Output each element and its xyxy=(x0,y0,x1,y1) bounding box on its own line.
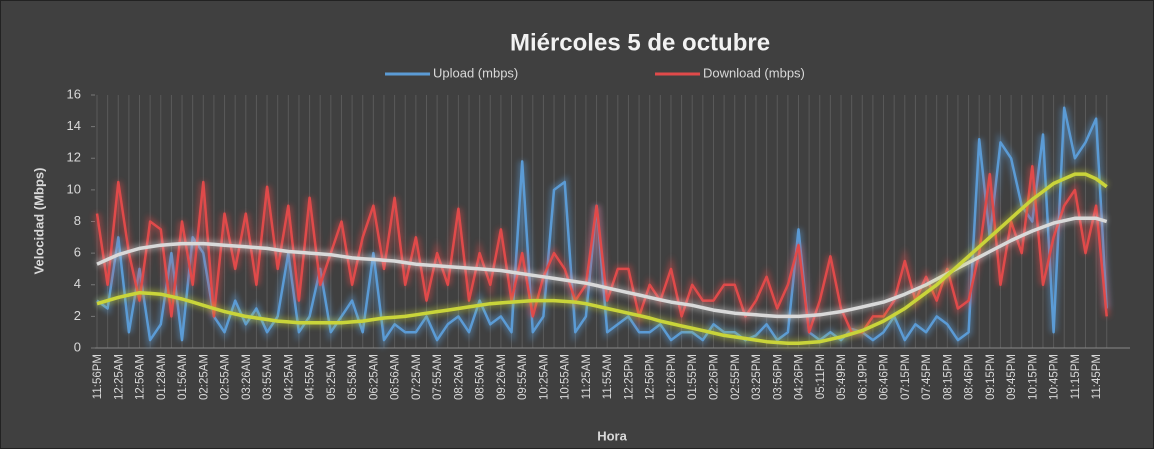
y-tick-label: 8 xyxy=(74,213,81,228)
y-tick-label: 14 xyxy=(67,118,81,133)
y-tick-label: 0 xyxy=(74,339,81,354)
y-axis-title: Velocidad (Mbps) xyxy=(31,168,46,275)
x-tick-label: 08:26AM xyxy=(453,354,465,400)
chart-title: Miércoles 5 de octubre xyxy=(510,29,770,56)
x-tick-label: 05:58AM xyxy=(347,354,359,400)
x-tick-label: 08:15PM xyxy=(942,354,954,400)
x-tick-label: 11:15PM xyxy=(1070,354,1082,399)
x-tick-label: 03:25PM xyxy=(751,354,763,400)
legend: Upload (mbps) Download (mbps) xyxy=(385,65,805,80)
x-tick-label: 07:15PM xyxy=(900,354,912,400)
x-tick-label: 04:25AM xyxy=(283,354,295,400)
x-tick-label: 01:56AM xyxy=(177,354,189,400)
x-tick-label: 06:56AM xyxy=(390,354,402,400)
x-tick-label: 10:55AM xyxy=(560,354,572,400)
series-line xyxy=(95,164,1108,334)
plot xyxy=(93,106,1111,350)
x-tick-label: 05:49PM xyxy=(836,354,848,400)
x-tick-label: 05:25AM xyxy=(326,354,338,400)
legend-label: Download (mbps) xyxy=(703,65,805,80)
x-tick-label: 09:26AM xyxy=(496,354,508,400)
x-tick-label: 05:11PM xyxy=(815,354,827,399)
x-tick-label: 06:19PM xyxy=(857,354,869,400)
x-tick-label: 10:45PM xyxy=(1049,354,1061,400)
x-tick-label: 11:25AM xyxy=(581,354,593,399)
x-tick-label: 02:55AM xyxy=(220,354,232,400)
x-tick-label: 08:56AM xyxy=(475,354,487,400)
x-tick-label: 03:56PM xyxy=(772,354,784,400)
x-tick-label: 01:55PM xyxy=(687,354,699,400)
x-tick-label: 04:55AM xyxy=(305,354,317,400)
trendline xyxy=(96,172,1108,346)
x-tick-label: 02:26PM xyxy=(709,354,721,400)
x-tick-label: 06:25AM xyxy=(368,354,380,400)
x-tick-label: 12:25AM xyxy=(113,354,125,400)
x-tick-label: 01:26PM xyxy=(666,354,678,400)
x-tick-label: 12:56AM xyxy=(135,354,147,400)
x-tick-label: 12:56PM xyxy=(645,354,657,400)
legend-label: Upload (mbps) xyxy=(433,65,518,80)
x-tick-label: 06:46PM xyxy=(879,354,891,400)
y-tick-label: 6 xyxy=(74,245,81,260)
x-tick-label: 02:55PM xyxy=(730,354,742,400)
x-tick-label: 10:15PM xyxy=(1027,354,1039,400)
y-tick-label: 12 xyxy=(67,150,81,165)
x-tick-label: 09:15PM xyxy=(985,354,997,400)
x-tick-label: 07:25AM xyxy=(411,354,423,400)
x-tick-label: 10:25AM xyxy=(538,354,550,400)
x-tick-label: 11:45PM xyxy=(1091,354,1103,399)
x-tick-label: 01:28AM xyxy=(156,354,168,400)
x-tick-label: 11:56PM xyxy=(92,354,104,399)
x-tick-label: 08:46PM xyxy=(964,354,976,400)
x-tick-label: 04:26PM xyxy=(794,354,806,400)
x-tick-label: 11:55AM xyxy=(602,354,614,399)
x-tick-label: 12:25PM xyxy=(623,354,635,400)
y-tick-label: 16 xyxy=(67,86,81,101)
x-tick-label: 07:55AM xyxy=(432,354,444,400)
y-tick-label: 10 xyxy=(67,181,81,196)
x-tick-label: 03:26AM xyxy=(241,354,253,400)
y-tick-label: 2 xyxy=(74,308,81,323)
y-tick-label: 4 xyxy=(74,276,81,291)
x-axis-title: Hora xyxy=(597,428,627,443)
x-tick-label: 09:45PM xyxy=(1006,354,1018,400)
x-tick-label: 09:55AM xyxy=(517,354,529,400)
x-tick-label: 03:55AM xyxy=(262,354,274,400)
x-tick-label: 07:45PM xyxy=(921,354,933,400)
x-tick-label: 02:25AM xyxy=(198,354,210,400)
